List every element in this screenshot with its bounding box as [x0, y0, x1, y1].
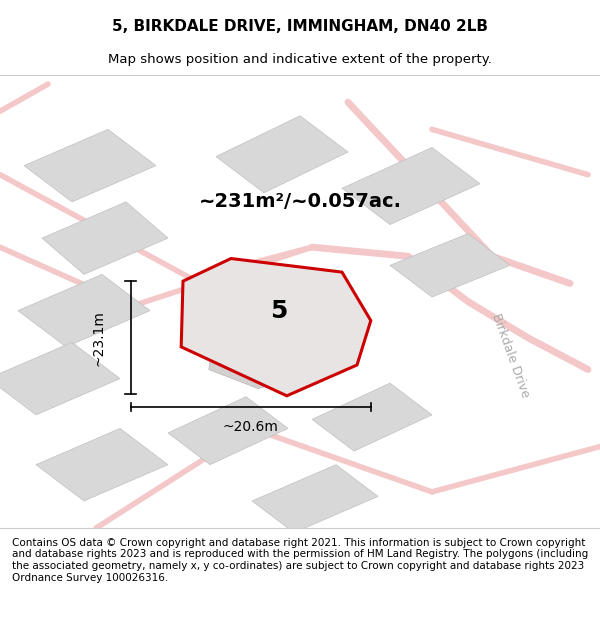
Polygon shape — [342, 148, 480, 224]
Polygon shape — [252, 465, 378, 532]
Polygon shape — [24, 129, 156, 202]
Polygon shape — [390, 234, 510, 297]
Text: ~231m²/~0.057ac.: ~231m²/~0.057ac. — [199, 192, 401, 211]
Text: 5, BIRKDALE DRIVE, IMMINGHAM, DN40 2LB: 5, BIRKDALE DRIVE, IMMINGHAM, DN40 2LB — [112, 19, 488, 34]
Polygon shape — [216, 116, 348, 192]
Text: Contains OS data © Crown copyright and database right 2021. This information is : Contains OS data © Crown copyright and d… — [12, 538, 588, 582]
Text: Map shows position and indicative extent of the property.: Map shows position and indicative extent… — [108, 52, 492, 66]
Text: Birkdale Drive: Birkdale Drive — [488, 312, 532, 400]
Text: 5: 5 — [271, 299, 287, 322]
Polygon shape — [36, 429, 168, 501]
Polygon shape — [18, 274, 150, 347]
Polygon shape — [312, 383, 432, 451]
Polygon shape — [181, 259, 371, 396]
Polygon shape — [0, 342, 120, 415]
Polygon shape — [209, 323, 317, 389]
Text: ~20.6m: ~20.6m — [223, 420, 279, 434]
Polygon shape — [168, 397, 288, 465]
Text: ~23.1m: ~23.1m — [92, 309, 106, 366]
Polygon shape — [42, 202, 168, 274]
